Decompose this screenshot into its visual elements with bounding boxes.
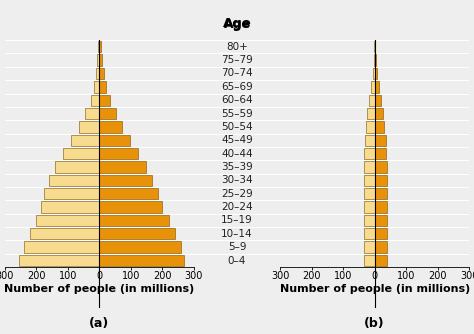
Bar	[100, 135, 130, 146]
Bar	[374, 188, 387, 199]
Bar	[373, 68, 374, 79]
Text: 60–64: 60–64	[221, 95, 253, 105]
Bar	[374, 255, 387, 266]
Bar	[374, 54, 375, 66]
Bar	[100, 161, 146, 173]
Text: 15–19: 15–19	[221, 215, 253, 225]
Bar	[100, 81, 106, 93]
Bar	[100, 54, 102, 66]
Bar	[364, 148, 374, 159]
Bar	[55, 161, 100, 173]
Bar	[365, 135, 374, 146]
Bar	[374, 241, 387, 253]
Bar	[374, 41, 375, 52]
Bar	[100, 188, 158, 199]
Bar	[100, 255, 184, 266]
Bar	[369, 95, 374, 106]
Bar	[364, 228, 374, 239]
Bar	[374, 161, 387, 173]
Bar	[364, 161, 374, 173]
Bar	[100, 108, 116, 119]
Bar	[100, 121, 122, 133]
Bar	[96, 68, 100, 79]
Bar	[49, 175, 100, 186]
Bar	[364, 215, 374, 226]
X-axis label: Number of people (in millions): Number of people (in millions)	[280, 284, 470, 294]
Bar	[364, 255, 374, 266]
Bar	[100, 68, 104, 79]
Bar	[374, 68, 376, 79]
Text: Age: Age	[224, 18, 250, 31]
Text: 70–74: 70–74	[221, 68, 253, 78]
Bar	[100, 95, 110, 106]
Text: 20–24: 20–24	[221, 202, 253, 212]
Text: 10–14: 10–14	[221, 229, 253, 239]
Bar	[97, 54, 100, 66]
Bar	[374, 148, 386, 159]
Bar	[364, 188, 374, 199]
Bar	[364, 241, 374, 253]
Text: 55–59: 55–59	[221, 109, 253, 119]
Text: (b): (b)	[365, 317, 385, 330]
Bar	[364, 201, 374, 213]
Bar	[79, 121, 100, 133]
Text: 65–69: 65–69	[221, 82, 253, 92]
Bar	[374, 81, 379, 93]
Bar	[367, 108, 374, 119]
Text: 50–54: 50–54	[221, 122, 253, 132]
Bar	[366, 121, 374, 133]
Bar	[71, 135, 100, 146]
Bar	[94, 81, 100, 93]
Text: 25–29: 25–29	[221, 189, 253, 199]
Bar	[36, 215, 100, 226]
Bar	[44, 188, 100, 199]
Text: 0–4: 0–4	[228, 256, 246, 266]
Bar	[24, 241, 100, 253]
Bar	[374, 228, 387, 239]
Text: 35–39: 35–39	[221, 162, 253, 172]
Text: (a): (a)	[89, 317, 109, 330]
Bar	[100, 228, 175, 239]
Bar	[91, 95, 100, 106]
X-axis label: Number of people (in millions): Number of people (in millions)	[4, 284, 194, 294]
Bar	[98, 41, 100, 52]
Bar	[85, 108, 100, 119]
Bar	[30, 228, 100, 239]
Bar	[374, 108, 383, 119]
Bar	[100, 241, 181, 253]
Bar	[374, 135, 386, 146]
Text: 40–44: 40–44	[221, 149, 253, 159]
Text: 45–49: 45–49	[221, 135, 253, 145]
Bar	[41, 201, 100, 213]
Bar	[19, 255, 100, 266]
Bar	[374, 201, 387, 213]
Text: 80+: 80+	[226, 42, 248, 52]
Bar	[100, 175, 152, 186]
Bar	[374, 175, 387, 186]
Bar	[100, 201, 163, 213]
Bar	[63, 148, 100, 159]
Bar	[364, 175, 374, 186]
Text: 5–9: 5–9	[228, 242, 246, 252]
Bar	[100, 215, 169, 226]
Text: Age: Age	[223, 17, 251, 30]
Bar	[374, 95, 381, 106]
Bar	[374, 121, 384, 133]
Text: 75–79: 75–79	[221, 55, 253, 65]
Bar	[374, 215, 387, 226]
Bar	[100, 41, 101, 52]
Text: 30–34: 30–34	[221, 175, 253, 185]
Bar	[371, 81, 374, 93]
Bar	[100, 148, 138, 159]
